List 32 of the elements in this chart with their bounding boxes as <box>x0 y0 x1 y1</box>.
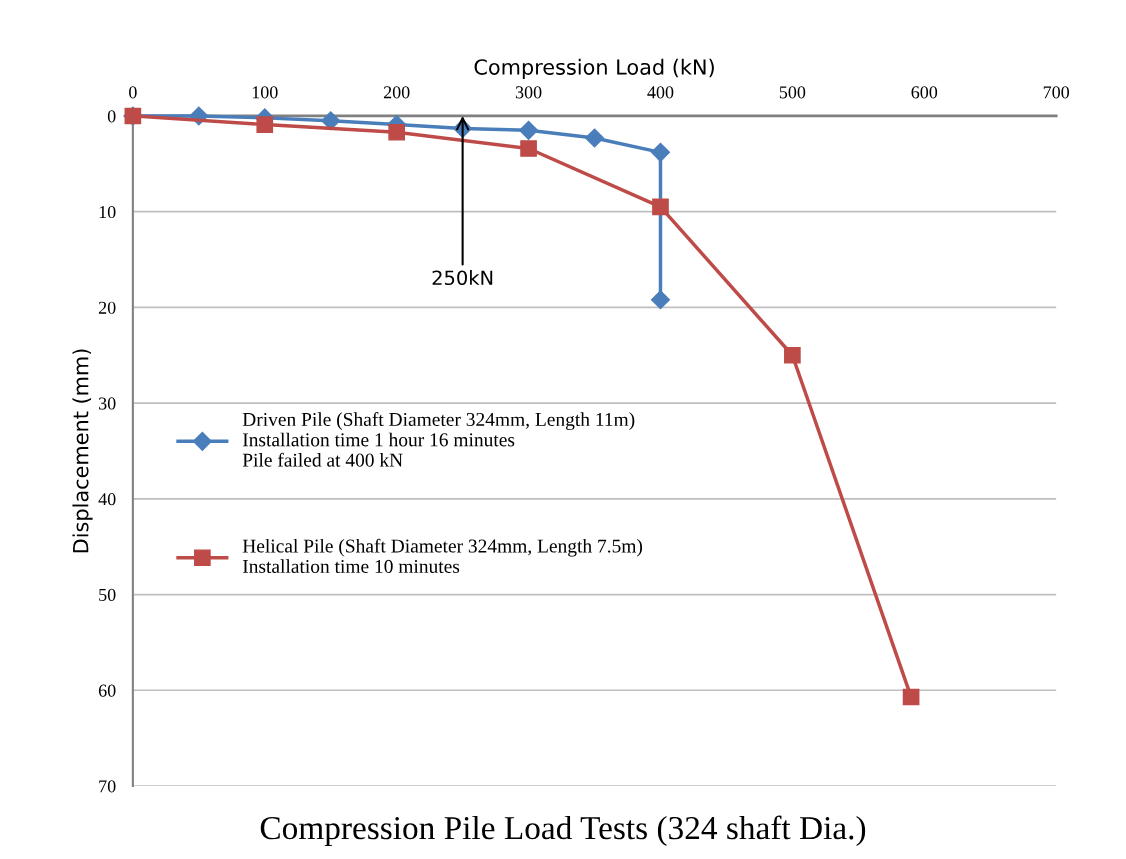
text: Compression Pile Load Tests (324 shaft Dia.) <box>260 815 866 847</box>
y-tick-label: 0 <box>107 110 116 123</box>
point <box>520 140 537 157</box>
y-tick-label: 30 <box>99 397 116 410</box>
legend-label: Driven Pile (Shaft Diameter 324mm, Length 11m) Installation time 1 hour 16 minutes Pile failed at 400 kN <box>242 412 635 467</box>
y-tick-label: 10 <box>99 205 116 219</box>
legend-label: Helical Pile (Shaft Diameter 324mm, Length 7.5m) Installation time 10 minutes <box>242 538 643 573</box>
x-tick-label: 600 <box>911 86 938 99</box>
x-tick-label: 100 <box>252 86 278 99</box>
y-tick-label: 50 <box>99 588 116 601</box>
point <box>388 123 406 141</box>
point <box>652 198 669 216</box>
x-tick-label: 700 <box>1043 86 1070 99</box>
point <box>902 688 920 706</box>
y-axis-title: Displacement (mm) <box>72 349 93 553</box>
x-axis-title: Compression Load (kN) <box>474 58 714 79</box>
y-tick-label: 70 <box>99 780 116 793</box>
point <box>784 346 801 364</box>
point <box>584 128 605 148</box>
x-tick-label: 0 <box>129 86 137 99</box>
y-tick-label: 60 <box>98 684 116 697</box>
point <box>256 116 274 133</box>
point <box>650 290 671 310</box>
x-tick-label: 500 <box>779 86 806 99</box>
y-tick-label: 20 <box>98 301 116 314</box>
point <box>650 142 671 162</box>
annotation: 250kN <box>432 270 493 286</box>
x-tick-label: 400 <box>647 86 674 99</box>
y-tick-label: 40 <box>98 493 116 506</box>
point <box>519 120 539 140</box>
x-tick-label: 200 <box>383 86 410 99</box>
x-tick-label: 300 <box>515 86 542 99</box>
